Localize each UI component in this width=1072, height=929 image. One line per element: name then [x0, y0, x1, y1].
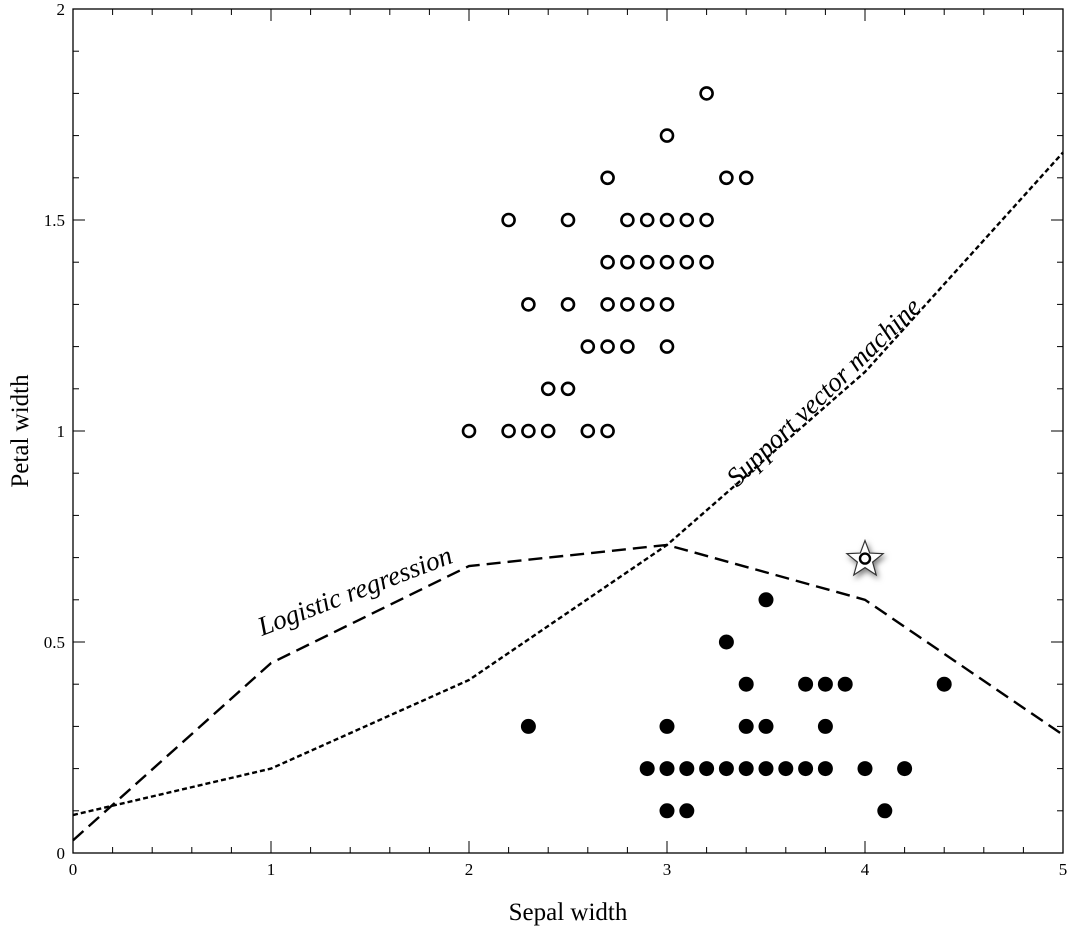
open-circle-point [699, 86, 714, 101]
data-points [461, 86, 952, 819]
filled-circle-point [778, 761, 794, 777]
y-tick-labels: 0 0.5 1 1.5 2 [44, 0, 65, 863]
filled-circle-point [758, 718, 774, 734]
open-circle-point [699, 212, 714, 228]
open-circle-point [620, 254, 635, 270]
open-circle-point [639, 297, 655, 312]
y-axis-label: Petal width [7, 374, 34, 488]
filled-circle-point [679, 761, 695, 777]
filled-circle-point [738, 718, 754, 734]
open-circle-point [580, 339, 596, 354]
open-circle-point [620, 297, 635, 312]
open-circle-point [620, 212, 635, 228]
axis-ticks [72, 8, 1064, 854]
x-tick-label: 3 [663, 860, 672, 879]
y-tick-label: 1 [57, 422, 66, 441]
open-circle-point [560, 381, 576, 397]
open-circle-point [521, 297, 536, 312]
filled-circle-point [877, 803, 893, 819]
filled-circle-point [817, 676, 833, 692]
open-circle-point [719, 170, 734, 186]
open-circle-point [659, 297, 675, 312]
open-circle-point [540, 423, 556, 439]
logistic-regression-line [72, 543, 1064, 842]
x-tick-label: 4 [861, 860, 870, 879]
filled-circle-point [718, 634, 734, 650]
open-circle-point [659, 212, 675, 228]
x-tick-label: 1 [267, 860, 276, 879]
x-tick-label: 2 [465, 860, 474, 879]
logistic-regression-label: Logistic regression [252, 540, 456, 642]
filled-circle-point [659, 718, 675, 734]
open-circle-point [521, 423, 536, 439]
open-circle-point [699, 254, 714, 270]
filled-circle-point [699, 761, 715, 777]
x-tick-labels: 0 1 2 3 4 5 [69, 860, 1068, 879]
y-tick-label: 1.5 [44, 211, 65, 230]
filled-circle-point [659, 761, 675, 777]
open-circle-point [639, 254, 655, 270]
filled-circle-point [639, 761, 655, 777]
open-circle-point [580, 423, 596, 439]
filled-circle-point [758, 761, 774, 777]
open-circle-point [659, 128, 675, 143]
y-tick-label: 2 [57, 0, 66, 19]
filled-circle-point [857, 761, 873, 777]
open-circle-point [560, 212, 576, 228]
open-circle-point [600, 339, 615, 354]
open-circle-point [501, 423, 516, 439]
svm-label: Support vector machine [720, 292, 926, 493]
filled-circle-point [738, 676, 754, 692]
filled-circle-point [817, 718, 833, 734]
filled-circle-point [798, 676, 814, 692]
y-tick-label: 0.5 [44, 633, 65, 652]
open-circle-point [600, 170, 615, 186]
open-circle-point [600, 423, 615, 439]
filled-circle-point [798, 761, 814, 777]
filled-circle-point [659, 803, 675, 819]
open-circle-point [738, 170, 754, 186]
open-circle-point [540, 381, 556, 397]
open-circle-point [659, 339, 675, 354]
open-circle-point [461, 423, 477, 439]
open-circle-point [679, 254, 695, 270]
open-circle-point [600, 297, 615, 312]
open-circle-point [639, 212, 655, 228]
x-axis-label: Sepal width [509, 899, 628, 926]
open-circle-point [679, 212, 695, 228]
filled-circle-point [897, 761, 913, 777]
open-circle-point [600, 254, 615, 270]
filled-circle-point [520, 718, 536, 734]
filled-circle-point [718, 761, 734, 777]
x-tick-label: 5 [1059, 860, 1068, 879]
filled-circle-point [738, 761, 754, 777]
svm-line [72, 151, 1064, 817]
open-circle-point [501, 212, 516, 228]
filled-circle-point [837, 676, 853, 692]
plot-frame [72, 8, 1064, 854]
x-tick-label: 0 [69, 860, 78, 879]
filled-circle-point [758, 592, 774, 608]
y-tick-label: 0 [57, 844, 66, 863]
open-circle-point [659, 254, 675, 270]
star-open-circle-point [858, 552, 872, 565]
filled-circle-point [817, 761, 833, 777]
filled-circle-point [679, 803, 695, 819]
filled-circle-point [936, 676, 952, 692]
open-circle-point [560, 297, 576, 312]
open-circle-point [620, 339, 635, 354]
decision-boundaries [72, 151, 1064, 842]
